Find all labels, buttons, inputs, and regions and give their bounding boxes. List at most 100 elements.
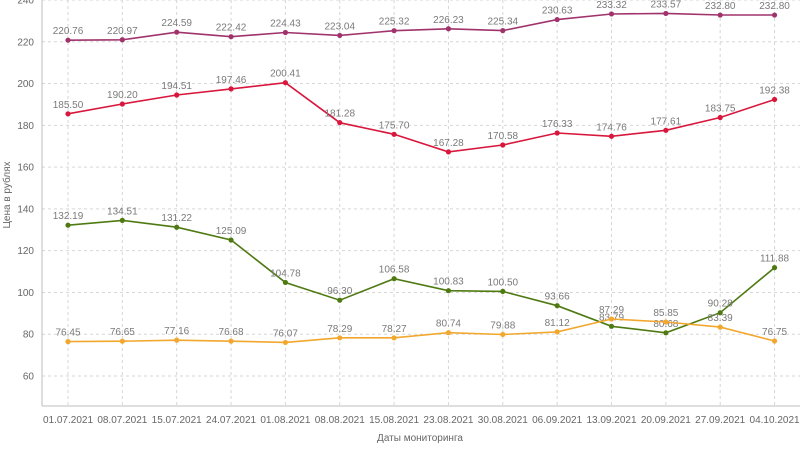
data-point (119, 217, 125, 223)
data-point (282, 80, 288, 86)
data-point (608, 11, 615, 17)
data-point (119, 101, 125, 107)
data-point (771, 12, 778, 18)
data-point (391, 28, 397, 34)
data-point (445, 149, 452, 155)
y-tick-label: 160 (17, 163, 34, 174)
data-point (771, 338, 778, 344)
y-axis-title: Цена в рублях (1, 161, 13, 228)
data-point (174, 224, 180, 230)
data-label: 76.45 (55, 328, 80, 339)
data-label: 185.50 (53, 100, 84, 111)
series-4: 76.45 76.65 77.16 76.68 76.07 78.29 78.27 80.74… (55, 305, 787, 346)
data-label: 167.28 (433, 138, 464, 149)
data-label: 134.51 (107, 206, 138, 217)
data-point (174, 337, 180, 343)
data-point (282, 279, 288, 286)
data-label: 225.34 (488, 17, 519, 28)
data-label: 233.32 (596, 0, 627, 11)
x-tick-label: 24.07.2021 (206, 415, 256, 426)
data-point (65, 111, 71, 117)
data-point (174, 92, 180, 98)
data-point (554, 130, 560, 136)
y-tick-label: 180 (17, 121, 34, 132)
data-label: 131.22 (161, 213, 192, 224)
data-point (608, 133, 615, 139)
data-label: 223.04 (324, 21, 355, 32)
y-tick-label: 140 (17, 204, 34, 215)
data-point (228, 237, 234, 243)
data-point (445, 288, 452, 294)
data-label: 76.75 (762, 327, 787, 338)
series-group: 220.76 220.97 224.59 222.42 224.43 223.04 225.… (53, 0, 790, 346)
data-label: 232.80 (705, 1, 736, 12)
data-label: 77.16 (164, 326, 189, 337)
series-2: 185.50 190.20 194.51 197.46 200.41 181.28 175.… (53, 69, 790, 155)
data-label: 190.20 (107, 90, 138, 101)
x-axis-title: Даты мониторинга (377, 433, 463, 444)
data-point (445, 26, 452, 32)
data-point (500, 288, 506, 294)
x-tick-label: 15.08.2021 (369, 415, 419, 426)
data-point (337, 335, 343, 341)
y-tick-label: 100 (17, 288, 34, 299)
series-3: 132.19 134.51 131.22 125.09 104.78 96.30 106.5… (53, 206, 790, 336)
x-tick-label: 04.10.2021 (750, 415, 800, 426)
series-1: 220.76 220.97 224.59 222.42 224.43 223.04 225.… (53, 0, 790, 43)
data-label: 174.76 (596, 122, 627, 133)
x-tick-label: 27.09.2021 (695, 415, 745, 426)
data-point (65, 37, 71, 43)
data-label: 76.68 (219, 327, 244, 338)
data-label: 220.76 (53, 26, 84, 37)
data-label: 96.30 (327, 286, 352, 297)
data-label: 194.51 (161, 81, 192, 92)
x-tick-label: 15.07.2021 (152, 415, 202, 426)
y-tick-label: 80 (23, 330, 35, 341)
data-label: 230.63 (542, 6, 573, 17)
data-point (65, 339, 71, 345)
data-label: 125.09 (216, 226, 247, 237)
data-label: 111.88 (760, 254, 790, 265)
data-label: 176.33 (542, 119, 573, 130)
data-point (337, 120, 343, 126)
x-tick-label: 08.08.2021 (315, 415, 365, 426)
data-point (282, 29, 288, 36)
data-point (717, 12, 723, 18)
data-point (663, 10, 669, 17)
data-label: 192.38 (759, 85, 790, 96)
data-point (554, 303, 560, 309)
data-label: 197.46 (216, 75, 247, 86)
data-point (391, 335, 397, 341)
data-point (500, 28, 506, 34)
data-label: 183.75 (705, 104, 736, 115)
series-line (67, 12, 775, 41)
x-tick-label: 01.08.2021 (260, 415, 310, 426)
data-point (717, 310, 723, 316)
data-label: 100.50 (488, 277, 519, 288)
data-label: 81.12 (545, 318, 570, 329)
data-point (445, 330, 452, 336)
data-label: 181.28 (324, 109, 355, 120)
data-label: 132.19 (53, 211, 84, 222)
series-line (67, 318, 775, 344)
data-point (608, 323, 615, 329)
data-point (282, 339, 288, 346)
data-point (663, 330, 669, 336)
x-tick-label: 01.07.2021 (43, 415, 93, 426)
data-point (65, 222, 71, 228)
y-tick-label: 200 (17, 79, 34, 90)
data-point (771, 96, 778, 103)
data-label: 232.80 (759, 1, 790, 12)
data-label: 85.85 (653, 308, 678, 319)
x-tick-label: 06.09.2021 (532, 415, 582, 426)
data-point (500, 142, 506, 148)
y-tick-label: 60 (23, 372, 35, 383)
data-point (500, 331, 506, 338)
x-tick-labels: 01.07.2021 08.07.2021 15.07.2021 24.07.2021… (43, 415, 800, 426)
y-tick-labels: 60 80 100 120 140 160 180 200 220 240 (17, 0, 34, 383)
data-label: 175.70 (379, 120, 410, 131)
x-tick-label: 13.09.2021 (586, 415, 636, 426)
data-label: 177.61 (651, 116, 682, 127)
data-label: 220.97 (107, 26, 138, 37)
